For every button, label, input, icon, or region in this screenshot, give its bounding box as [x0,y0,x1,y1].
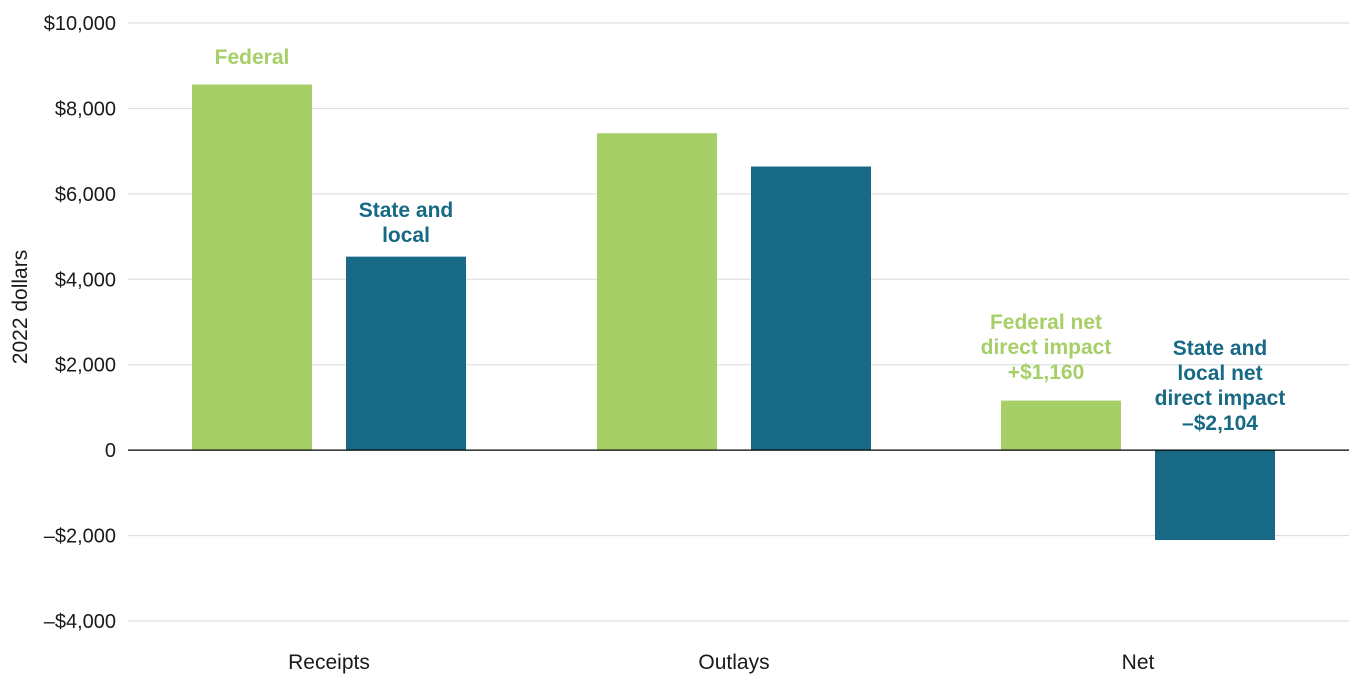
bar [1001,400,1121,451]
annotation-label: local net [1177,362,1262,385]
bar [751,166,871,451]
bar [597,133,717,451]
y-tick-label: $4,000 [55,269,116,291]
y-tick-label: –$4,000 [44,611,116,633]
annotation-label: +$1,160 [1008,361,1085,384]
annotation-label: –$2,104 [1182,412,1258,435]
annotation-label: Federal [215,46,290,69]
bar [192,84,312,451]
y-tick-labels: $10,000 $8,000 $6,000 $4,000 $2,000 0 –$2,000 –… [44,13,116,633]
category-label: Outlays [698,651,769,674]
annotation-label: direct impact [981,336,1112,359]
bar [346,256,466,451]
annotation-label: local [382,224,430,247]
bars [192,84,1275,541]
y-tick-label: 0 [105,440,116,462]
y-tick-label: $6,000 [55,184,116,206]
gridlines [128,22,1349,622]
category-labels: Receipts Outlays Net [288,651,1154,674]
bar [1155,450,1275,541]
y-tick-label: –$2,000 [44,526,116,548]
category-label: Net [1122,651,1155,674]
y-tick-label: $8,000 [55,98,116,120]
category-label: Receipts [288,651,370,674]
y-axis-title: 2022 dollars [9,250,32,364]
annotation-label: State and [359,199,454,222]
y-tick-label: $10,000 [44,13,116,35]
annotation-label: direct impact [1155,387,1286,410]
y-tick-label: $2,000 [55,355,116,377]
annotation-label: Federal net [990,311,1102,334]
annotation-label: State and [1173,337,1268,360]
